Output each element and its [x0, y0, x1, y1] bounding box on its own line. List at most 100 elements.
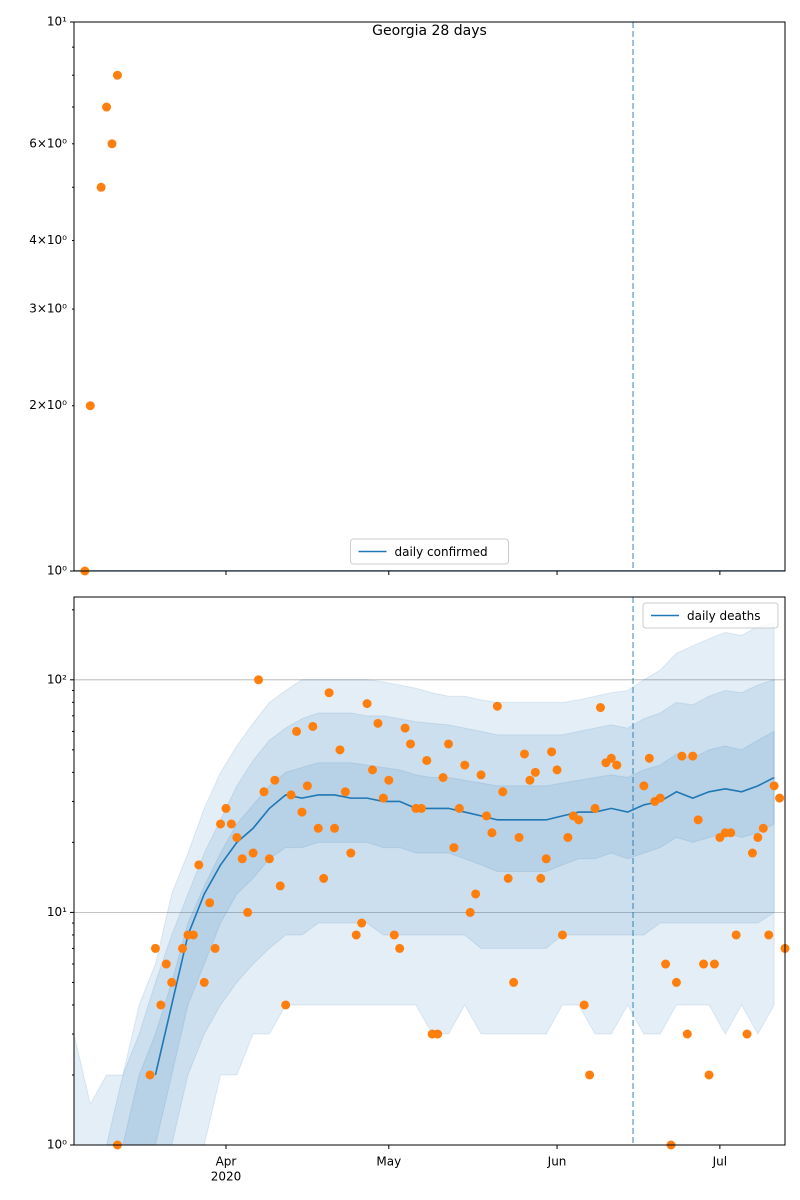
- data-point: [536, 873, 546, 883]
- band: [74, 679, 775, 1145]
- y-tick-label: 10¹: [47, 15, 67, 29]
- data-point: [112, 70, 122, 80]
- data-point: [612, 760, 622, 770]
- data-point: [302, 781, 312, 791]
- y-tick-label: 10¹: [47, 905, 67, 919]
- x-tick-label: Jun: [547, 1155, 567, 1169]
- data-point: [471, 889, 481, 899]
- data-point: [237, 854, 247, 864]
- data-point: [167, 977, 177, 987]
- y-tick-label: 4×10⁰: [29, 233, 67, 247]
- data-point: [639, 781, 649, 791]
- data-point: [422, 755, 432, 765]
- data-point: [661, 959, 671, 969]
- data-point: [595, 703, 605, 713]
- x-tick-label: Jul: [712, 1155, 727, 1169]
- y-tick-label: 10⁰: [47, 1138, 67, 1152]
- data-point: [188, 930, 198, 940]
- data-point: [775, 793, 785, 803]
- data-point: [438, 773, 448, 783]
- data-point: [699, 959, 709, 969]
- data-point: [503, 873, 513, 883]
- data-point: [541, 854, 551, 864]
- data-point: [644, 753, 654, 763]
- data-point: [769, 781, 779, 791]
- data-point: [443, 739, 453, 749]
- data-point: [292, 726, 302, 736]
- data-point: [563, 832, 573, 842]
- data-point: [145, 1070, 155, 1080]
- data-point: [476, 770, 486, 780]
- data-point: [286, 790, 296, 800]
- data-point: [319, 873, 329, 883]
- data-point: [433, 1029, 443, 1039]
- data-point: [579, 1000, 589, 1010]
- data-point: [400, 723, 410, 733]
- data-point: [161, 959, 171, 969]
- data-point: [726, 828, 736, 838]
- y-tick-label: 3×10⁰: [29, 302, 67, 316]
- axes-frame: [73, 596, 786, 1146]
- data-point: [313, 823, 323, 833]
- data-point: [454, 803, 464, 813]
- data-point: [585, 1070, 595, 1080]
- data-point: [281, 1000, 291, 1010]
- data-point: [259, 787, 269, 797]
- data-point: [465, 907, 475, 917]
- data-point: [226, 819, 236, 829]
- data-point: [395, 943, 405, 953]
- data-point: [487, 828, 497, 838]
- data-point: [199, 977, 209, 987]
- data-point: [406, 739, 416, 749]
- data-point: [221, 803, 231, 813]
- data-point: [742, 1029, 752, 1039]
- data-point: [346, 848, 356, 858]
- legend-box: [350, 538, 509, 565]
- data-point: [449, 843, 459, 853]
- data-point: [194, 860, 204, 870]
- data-point: [590, 803, 600, 813]
- data-point: [351, 930, 361, 940]
- data-point: [416, 803, 426, 813]
- data-point: [552, 765, 562, 775]
- data-point: [297, 807, 307, 817]
- data-point: [519, 749, 529, 759]
- data-point: [514, 832, 524, 842]
- data-point: [704, 1070, 714, 1080]
- band: [74, 622, 775, 1145]
- data-point: [270, 775, 280, 785]
- data-point: [150, 943, 160, 953]
- data-point: [731, 930, 741, 940]
- data-point: [557, 930, 567, 940]
- data-point: [324, 688, 334, 698]
- data-point: [747, 848, 757, 858]
- y-tick-label: 2×10⁰: [29, 398, 67, 412]
- x-tick-label: May: [376, 1155, 401, 1169]
- data-point: [764, 930, 774, 940]
- data-point: [362, 699, 372, 709]
- data-point: [525, 775, 535, 785]
- data-point: [758, 823, 768, 833]
- data-point: [335, 745, 345, 755]
- data-point: [492, 701, 502, 711]
- data-point: [264, 854, 274, 864]
- data-point: [102, 102, 112, 112]
- data-point: [248, 848, 258, 858]
- data-point: [205, 898, 215, 908]
- data-point: [693, 815, 703, 825]
- data-point: [384, 775, 394, 785]
- data-point: [509, 977, 519, 987]
- data-point: [753, 832, 763, 842]
- data-point: [107, 139, 117, 149]
- data-point: [275, 881, 285, 891]
- legend-label: daily deaths: [687, 609, 760, 623]
- legend-box: [642, 602, 779, 629]
- legend-label: daily confirmed: [395, 545, 488, 559]
- axes-frame: [73, 21, 786, 572]
- data-point: [340, 787, 350, 797]
- series-line: [154, 776, 775, 1076]
- data-point: [254, 675, 264, 685]
- data-point: [210, 943, 220, 953]
